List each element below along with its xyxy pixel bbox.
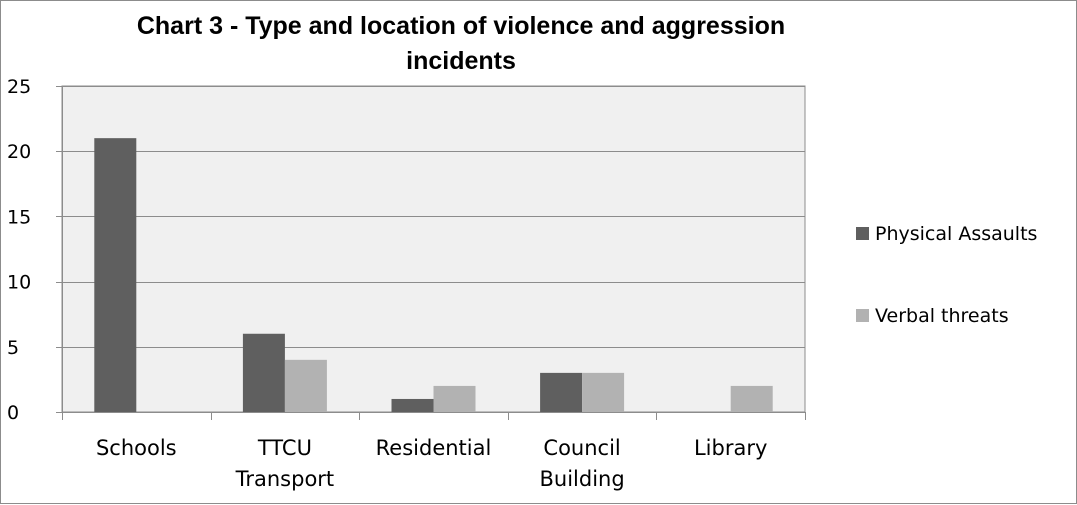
legend-swatch (856, 309, 869, 322)
bar-physical-assaults (94, 138, 137, 412)
x-category-label: Transport (235, 467, 335, 491)
bar-physical-assaults (391, 398, 434, 412)
x-category-label: Building (539, 467, 624, 491)
bar-physical-assaults (540, 372, 583, 412)
x-category-label: Schools (96, 436, 177, 460)
legend-swatch (856, 227, 869, 240)
y-tick-label: 10 (7, 272, 31, 294)
y-tick-label: 0 (7, 402, 19, 424)
legend-label: Verbal threats (875, 305, 1009, 327)
y-tick-label: 20 (7, 141, 31, 163)
y-tick-label: 25 (7, 76, 31, 98)
y-tick-label: 5 (7, 337, 19, 359)
legend-label: Physical Assaults (875, 223, 1037, 245)
y-tick-label: 15 (7, 206, 31, 228)
bar-verbal-threats (730, 385, 773, 412)
legend: Physical Assaults Verbal threats (856, 223, 1037, 327)
chart-title: Chart 3 - Type and location of violence … (137, 12, 785, 75)
bar-physical-assaults (242, 333, 285, 412)
chart-title-line: incidents (406, 47, 516, 75)
x-category-label: Residential (376, 436, 492, 460)
x-category-label: TTCU (257, 436, 312, 460)
plot-background (61, 85, 806, 413)
plot-area: 0 5 10 15 20 25 Schools TTCU Transport Residentia… (7, 76, 806, 491)
chart-title-line: Chart 3 - Type and location of violence … (137, 12, 785, 40)
bar-verbal-threats (582, 372, 625, 412)
x-category-label: Library (694, 436, 767, 460)
x-category-label: Council (543, 436, 620, 460)
bar-verbal-threats (433, 385, 476, 412)
bar-verbal-threats (284, 359, 327, 412)
